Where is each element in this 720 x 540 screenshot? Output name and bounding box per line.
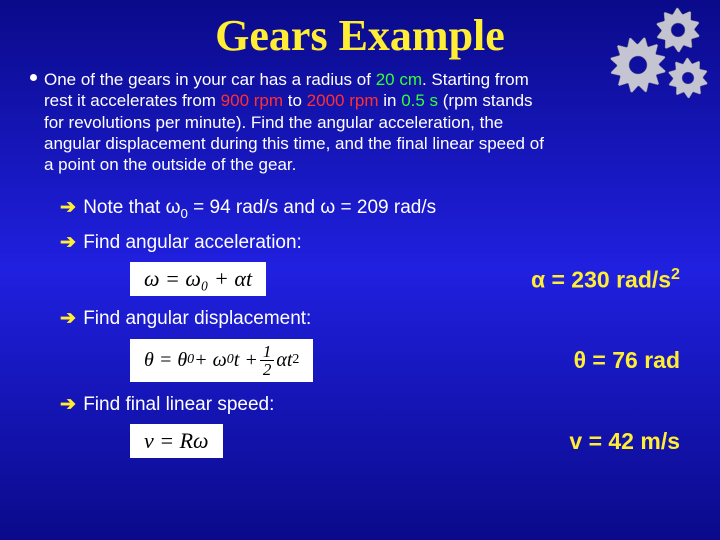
note-omega-values: ➔ Note that ω0 = 94 rad/s and ω = 209 ra… — [60, 195, 690, 223]
row-alpha: ω = ω₀ + αt α = 230 rad/s2 — [30, 262, 690, 296]
problem-statement: One of the gears in your car has a radiu… — [44, 69, 554, 175]
arrow-icon: ➔ — [60, 394, 76, 415]
answer-theta: θ = 76 rad — [574, 347, 680, 374]
row-v: v = Rω v = 42 m/s — [30, 424, 690, 458]
note-find-theta: ➔ Find angular displacement: — [60, 306, 690, 333]
bullet-icon — [30, 74, 37, 81]
arrow-icon: ➔ — [60, 232, 76, 253]
gears-decoration — [608, 0, 718, 108]
problem-text: One of the gears in your car has a radiu… — [44, 70, 544, 174]
slide-title: Gears Example — [30, 10, 690, 61]
arrow-icon: ➔ — [60, 197, 76, 218]
arrow-icon: ➔ — [60, 308, 76, 329]
note-find-alpha: ➔ Find angular acceleration: — [60, 230, 690, 257]
formula-theta: θ = θ0 + ω0t + 12αt2 — [130, 339, 313, 382]
formula-omega: ω = ω₀ + αt — [130, 262, 266, 296]
answer-alpha: α = 230 rad/s2 — [531, 265, 680, 294]
formula-v: v = Rω — [130, 424, 223, 458]
row-theta: θ = θ0 + ω0t + 12αt2 θ = 76 rad — [30, 339, 690, 382]
note-find-speed: ➔ Find final linear speed: — [60, 392, 690, 419]
answer-v: v = 42 m/s — [569, 428, 680, 455]
